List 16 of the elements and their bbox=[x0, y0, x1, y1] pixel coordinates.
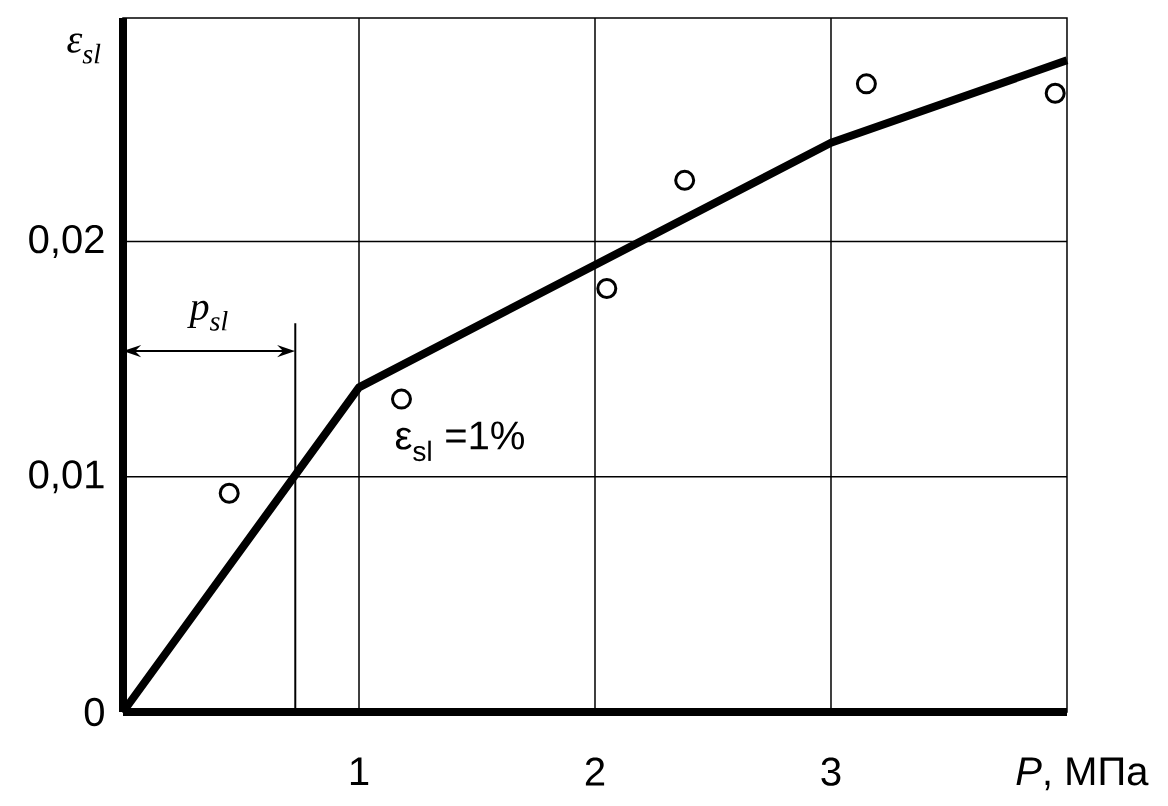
point bbox=[596, 278, 618, 300]
point bbox=[1044, 82, 1066, 104]
y-tick-label: 0,01 bbox=[29, 460, 104, 494]
y-tick-label: 0,02 bbox=[29, 224, 104, 258]
x-axis-title: P, МПа bbox=[1016, 757, 1149, 791]
x-tick-label: 3 bbox=[821, 757, 841, 786]
point bbox=[855, 73, 877, 95]
y-axis-title: ε$_{sl}$ bbox=[67, 33, 101, 64]
point bbox=[390, 388, 412, 410]
x-tick-label: 1 bbox=[350, 757, 369, 786]
point bbox=[674, 169, 696, 191]
annotation: ε$_{sl}$ =1% bbox=[395, 421, 524, 462]
point bbox=[218, 482, 240, 504]
y-tick-label: 0 bbox=[84, 697, 104, 727]
ref-line-label: p$_{sl}$ bbox=[187, 300, 228, 331]
x-tick-label: 2 bbox=[585, 757, 605, 786]
